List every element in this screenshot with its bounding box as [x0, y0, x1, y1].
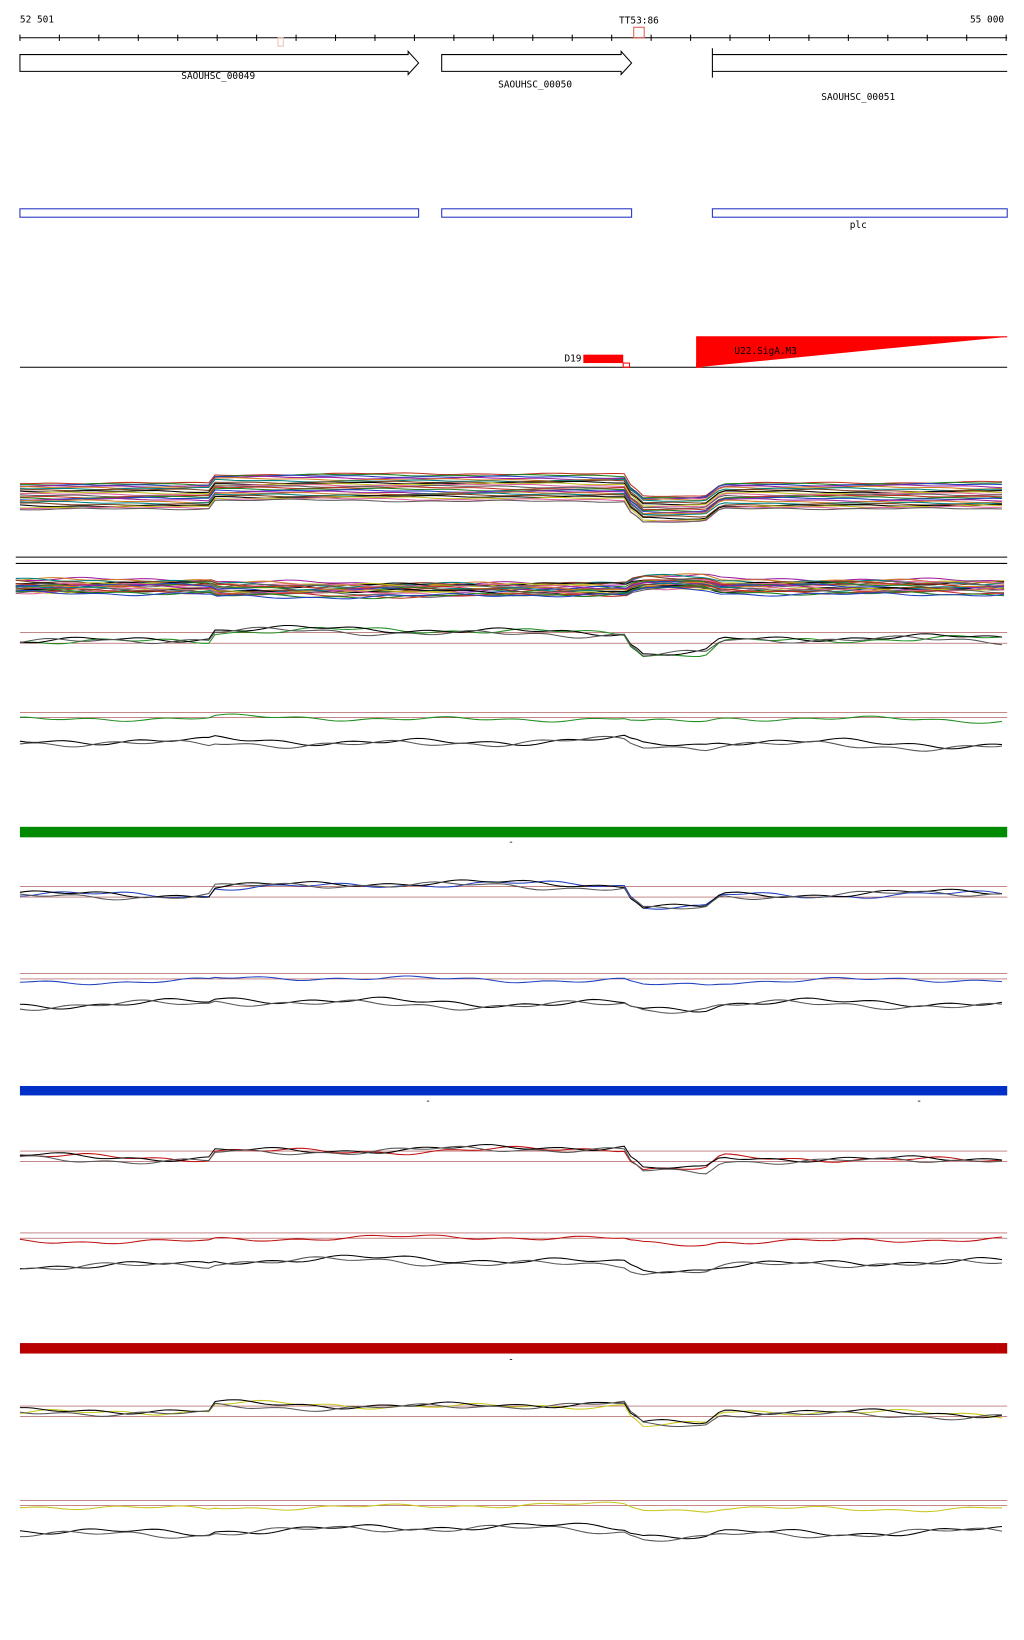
condition-bar	[19, 826, 1008, 838]
trace	[19, 475, 1002, 501]
strand-mark: -	[425, 1096, 431, 1107]
trace	[19, 486, 1002, 511]
gene-arrow	[711, 48, 1008, 78]
trace	[19, 996, 1003, 1013]
trace	[19, 999, 1003, 1014]
trace	[19, 1254, 1003, 1274]
promoter-start	[696, 362, 703, 368]
trace	[19, 735, 1003, 752]
trace	[19, 975, 1002, 986]
trace	[19, 879, 1003, 909]
operon-label: plc	[850, 220, 867, 231]
trace	[19, 734, 1003, 750]
operon-box	[711, 208, 1008, 218]
trace	[19, 626, 1003, 657]
operon-box	[441, 208, 633, 218]
trace	[19, 1524, 1003, 1542]
trace	[19, 497, 1002, 523]
trace	[19, 1144, 1003, 1169]
gene-arrow	[441, 50, 633, 76]
strand-mark: -	[916, 1096, 922, 1107]
trace	[19, 489, 1002, 513]
trace	[19, 713, 1003, 724]
trace	[19, 1399, 1003, 1425]
trace	[19, 1400, 1002, 1427]
terminator-label: D19	[564, 353, 581, 364]
trace	[19, 881, 1002, 910]
trace	[19, 1501, 1002, 1513]
site	[277, 37, 284, 47]
operon-box	[19, 208, 420, 218]
gene-label: SAOUHSC_00050	[498, 79, 572, 90]
ruler-start: 52 501	[20, 14, 54, 25]
trace	[19, 480, 1002, 506]
promoter-label: U22.SigA.M3	[734, 346, 797, 357]
trace	[19, 1145, 1003, 1171]
promoter	[696, 336, 1008, 368]
trace	[19, 495, 1002, 520]
trace	[19, 498, 1002, 523]
gene-arrow	[19, 50, 420, 76]
trace	[19, 626, 1003, 658]
trace	[19, 1256, 1003, 1276]
strand-mark: -	[508, 837, 514, 848]
strand-mark: -	[508, 1354, 514, 1365]
terminator	[583, 354, 624, 364]
trace	[19, 487, 1002, 512]
trace	[19, 493, 1002, 518]
condition-bar	[19, 1085, 1008, 1096]
trace	[19, 1234, 1003, 1247]
ruler-marker: TT53:86	[619, 15, 659, 26]
trace	[19, 1145, 1003, 1175]
terminator-site	[633, 26, 645, 39]
ruler-end: 55 000	[970, 14, 1004, 25]
gene-label: SAOUHSC_00049	[181, 71, 255, 82]
terminator-end	[622, 362, 631, 368]
trace	[15, 586, 1005, 600]
trace	[19, 482, 1002, 507]
trace	[19, 1522, 1003, 1540]
condition-bar	[19, 1343, 1008, 1354]
gene-label: SAOUHSC_00051	[821, 92, 895, 103]
